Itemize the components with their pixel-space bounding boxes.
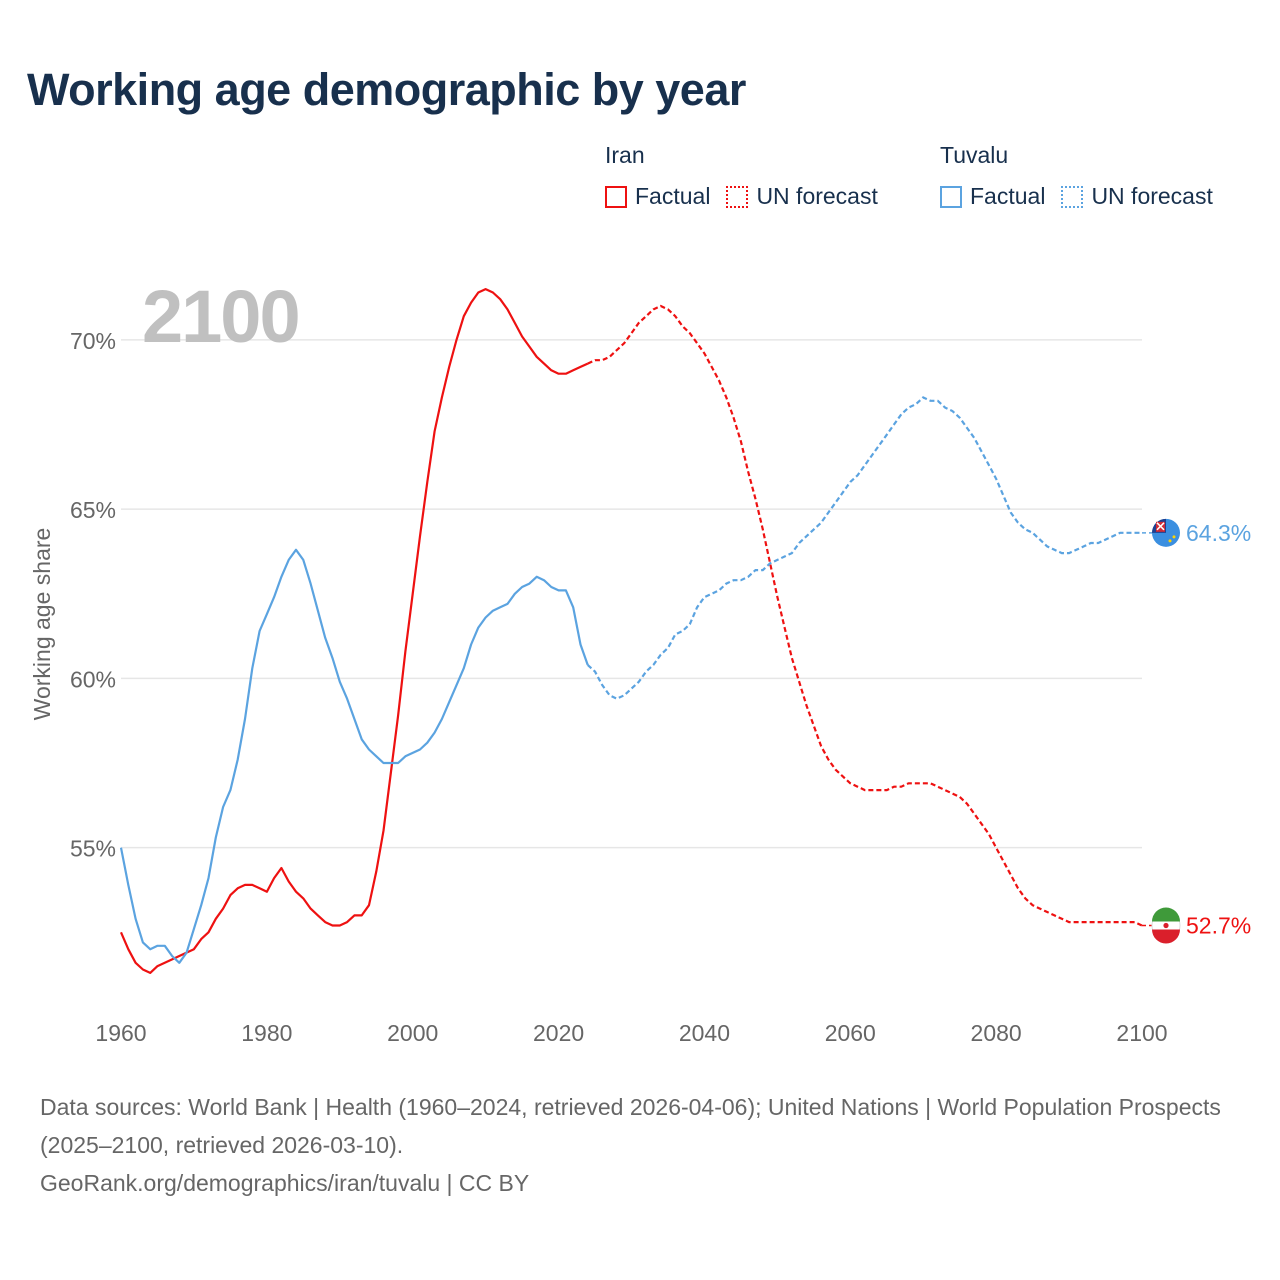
x-tick-label: 2020	[533, 1020, 584, 1046]
y-axis-label: Working age share	[29, 528, 55, 721]
x-tick-label: 2100	[1116, 1020, 1167, 1046]
legend-iran-forecast-label: UN forecast	[756, 183, 878, 209]
tuvalu-flag-icon	[1152, 518, 1180, 547]
x-tick-label: 2060	[825, 1020, 876, 1046]
iran-end-value-label: 52.7%	[1186, 913, 1251, 939]
legend-tuvalu-factual[interactable]: Factual	[940, 183, 1045, 210]
iran-forecast-line[interactable]	[587, 304, 1143, 927]
credit-link[interactable]: GeoRank.org/demographics/iran/tuvalu | C…	[40, 1170, 530, 1196]
legend-iran-forecast[interactable]: UN forecast	[726, 183, 878, 210]
x-tick-label: 2080	[971, 1020, 1022, 1046]
x-axis-ticks: 1960 1980 2000 2020 2040 2060 2080 2100	[95, 1020, 1167, 1046]
legend-tuvalu-forecast-swatch	[1061, 185, 1084, 208]
legend-tuvalu-heading: Tuvalu	[940, 142, 1009, 168]
x-tick-label: 1980	[241, 1020, 292, 1046]
x-tick-label: 1960	[95, 1020, 146, 1046]
legend-iran-factual-label: Factual	[635, 183, 711, 209]
grid-lines	[121, 339, 1142, 849]
data-sources-note: Data sources: World Bank | Health (1960–…	[40, 1094, 1221, 1158]
legend-tuvalu-forecast[interactable]: UN forecast	[1061, 183, 1213, 210]
tuvalu-forecast-line[interactable]	[586, 396, 1142, 700]
end-markers: 52.7% 64.3%	[1142, 518, 1251, 944]
legend-iran-factual[interactable]: Factual	[605, 183, 710, 210]
legend-tuvalu: Tuvalu Factual UN forecast	[940, 142, 1229, 210]
y-tick-label: 60%	[70, 666, 116, 692]
line-chart: 2100 Working age share 55% 60% 65% 70% 1960…	[29, 275, 1251, 1046]
legend-iran-heading: Iran	[605, 142, 645, 168]
legend-tuvalu-factual-label: Factual	[970, 183, 1046, 209]
tuvalu-end-value-label: 64.3%	[1186, 520, 1251, 546]
tuvalu-factual-line[interactable]	[119, 548, 589, 964]
legend-iran-forecast-swatch	[726, 185, 749, 208]
legend-tuvalu-forecast-label: UN forecast	[1091, 183, 1213, 209]
y-axis-ticks: 55% 60% 65% 70%	[70, 328, 116, 862]
chart-title: Working age demographic by year	[27, 64, 746, 115]
y-tick-label: 55%	[70, 836, 116, 862]
x-tick-label: 2040	[679, 1020, 730, 1046]
iran-factual-line[interactable]	[119, 288, 589, 974]
y-tick-label: 70%	[70, 328, 116, 354]
legend-tuvalu-factual-swatch	[940, 185, 962, 208]
y-tick-label: 65%	[70, 497, 116, 523]
legend-iran: Iran Factual UN forecast	[605, 142, 894, 210]
x-tick-label: 2000	[387, 1020, 438, 1046]
series-lines	[119, 288, 1143, 974]
current-year-watermark: 2100	[142, 275, 299, 358]
legend-iran-factual-swatch	[605, 185, 627, 208]
footer: Data sources: World Bank | Health (1960–…	[40, 1088, 1240, 1202]
iran-flag-icon	[1151, 907, 1181, 944]
